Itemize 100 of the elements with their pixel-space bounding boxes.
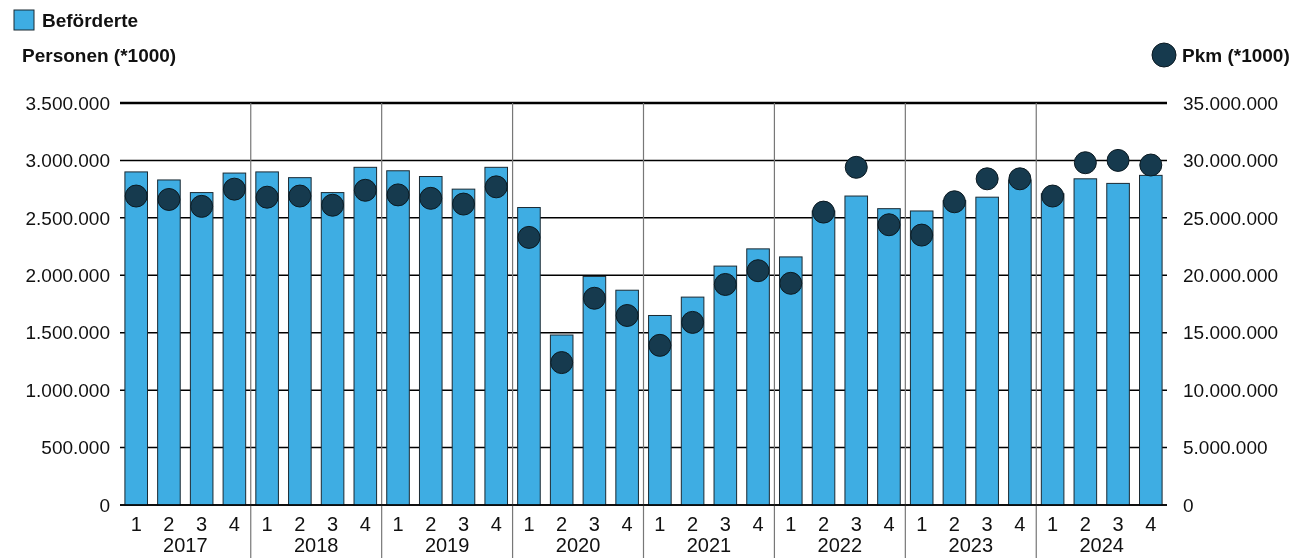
y2-tick-label: 10.000.000 [1183,379,1279,401]
y-tick-label: 1.000.000 [25,379,110,401]
point [910,223,934,247]
bar [1008,179,1032,506]
point [255,185,279,209]
y-tick-label: 3.500.000 [25,92,110,114]
bar [942,200,967,506]
x-tick-label: 2 [425,513,437,535]
bar [484,166,509,506]
bar [189,192,214,506]
y2-tick-label: 35.000.000 [1183,92,1279,114]
bar [909,210,934,506]
bar [680,296,705,506]
point [1106,148,1130,172]
x-tick-label: 3 [588,513,600,535]
x-tick-label: 3 [327,513,339,535]
point [321,193,345,217]
y2-tick-label: 0 [1183,494,1194,516]
x-tick-label: 4 [1014,513,1026,535]
point [288,184,312,208]
bar [1139,174,1163,506]
point [1073,151,1097,175]
point [1008,167,1032,191]
point [550,351,574,375]
point [124,184,148,208]
point [975,167,999,191]
text: 2022 [817,534,863,556]
text: 2024 [1079,534,1124,556]
point [1139,153,1163,177]
bar [124,171,148,506]
text: 2019 [424,534,470,556]
x-tick-label: 2 [948,513,960,535]
y-tick-label: 2.000.000 [25,264,110,286]
legend-label: Pkm (*1000) [1182,44,1290,66]
x-tick-label: 1 [392,513,404,535]
y-tick-label: 500.000 [41,437,110,459]
y2-tick-label: 15.000.000 [1183,322,1279,344]
y-tick-label: 3.000.000 [25,150,110,172]
y2-tick-label: 20.000.000 [1183,264,1279,286]
x-tick-label: 1 [1047,513,1059,535]
x-tick-label: 1 [916,513,928,535]
bar [222,172,247,506]
text: 2021 [686,534,732,556]
point [386,183,410,207]
x-tick-label: 4 [1145,513,1157,535]
point [517,225,541,249]
text: 2020 [555,534,601,556]
bar [877,208,901,506]
point [451,192,475,216]
point [648,333,672,357]
y2-tick-label: 25.000.000 [1183,207,1279,229]
bar [386,170,410,506]
point [713,272,737,296]
point [484,175,508,199]
bar [746,248,770,506]
x-tick-label: 1 [654,513,666,535]
point [222,177,246,201]
text: 2017 [163,534,208,556]
bar [255,171,279,506]
y-tick-label: 1.500.000 [25,322,110,344]
x-tick-label: 3 [1112,513,1124,535]
bar [844,195,869,506]
text: 2018 [293,534,339,556]
point [190,194,214,218]
bar [975,196,999,506]
point [681,310,705,334]
legend-label: Beförderte Personen (*1000) [22,9,177,66]
bar [517,207,541,506]
x-tick-label: 3 [850,513,862,535]
x-tick-label: 3 [196,513,208,535]
point [942,190,966,214]
x-tick-label: 1 [523,513,535,535]
point [1041,184,1065,208]
x-tick-label: 4 [228,513,240,535]
text: 2023 [948,534,994,556]
y2-tick-label: 30.000.000 [1183,150,1279,172]
x-tick-label: 2 [1079,513,1091,535]
point [746,259,770,283]
x-tick-label: 3 [719,513,731,535]
bar [1106,182,1130,506]
bar [713,265,738,506]
point [812,200,836,224]
point [157,187,181,211]
bar [451,188,476,506]
x-tick-label: 3 [457,513,470,535]
x-tick-label: 4 [752,513,764,535]
point [844,155,868,179]
y2-tick-label: 5.000.000 [1183,437,1268,459]
point [779,271,803,295]
bar [582,275,607,506]
x-tick-label: 2 [163,513,175,535]
bar [615,289,639,506]
x-tick-label: 2 [556,513,568,535]
x-tick-label: 4 [490,513,502,535]
bar [418,176,443,506]
bar [1040,193,1065,506]
bar [157,179,181,506]
bar [353,166,378,506]
point [877,213,901,237]
point [419,186,443,210]
